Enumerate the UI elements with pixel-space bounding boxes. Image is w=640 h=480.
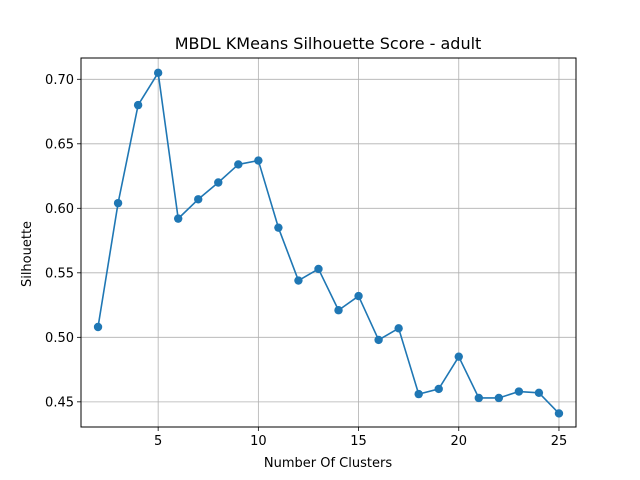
y-axis-label: Silhouette: [20, 221, 35, 287]
data-point: [394, 324, 403, 333]
x-tick-label: 20: [450, 434, 467, 449]
x-axis-ticks: 5 10 15 20 25: [154, 427, 567, 449]
x-axis-label: Number Of Clusters: [264, 456, 392, 471]
data-point: [554, 409, 564, 418]
y-tick-label: 0.45: [45, 395, 74, 410]
data-series: [93, 68, 564, 418]
data-point: [254, 156, 263, 165]
chart-title: MBDL KMeans Silhouette Score - adult: [175, 34, 482, 53]
data-point: [133, 100, 143, 110]
data-point: [194, 195, 203, 204]
data-point: [274, 223, 283, 232]
data-point: [454, 352, 463, 361]
data-point: [93, 322, 103, 332]
data-point: [234, 160, 243, 169]
data-point: [153, 68, 163, 78]
x-tick-label: 25: [551, 434, 568, 449]
data-point: [414, 389, 423, 399]
y-tick-label: 0.55: [45, 266, 74, 281]
data-point: [314, 264, 323, 274]
plot-area-frame: [80, 57, 577, 428]
x-tick-label: 5: [154, 434, 162, 449]
data-point: [173, 214, 183, 223]
data-point: [374, 335, 383, 345]
data-point: [514, 387, 524, 396]
data-point: [113, 198, 123, 208]
y-tick-label: 0.50: [45, 331, 74, 346]
grid-lines: [81, 58, 576, 427]
data-point: [214, 178, 223, 187]
x-tick-label: 15: [350, 434, 367, 449]
data-point: [354, 291, 363, 301]
y-axis-ticks: 0.45 0.50 0.55 0.60 0.65 0.70: [45, 73, 81, 410]
x-tick-label: 10: [250, 434, 267, 449]
y-tick-label: 0.70: [45, 73, 74, 88]
y-tick-label: 0.60: [45, 202, 74, 217]
data-point: [494, 393, 504, 403]
data-point: [294, 276, 303, 285]
data-point: [434, 384, 443, 394]
data-point: [534, 388, 544, 398]
y-tick-label: 0.65: [45, 137, 74, 152]
data-point: [334, 306, 343, 315]
data-point: [474, 393, 484, 403]
